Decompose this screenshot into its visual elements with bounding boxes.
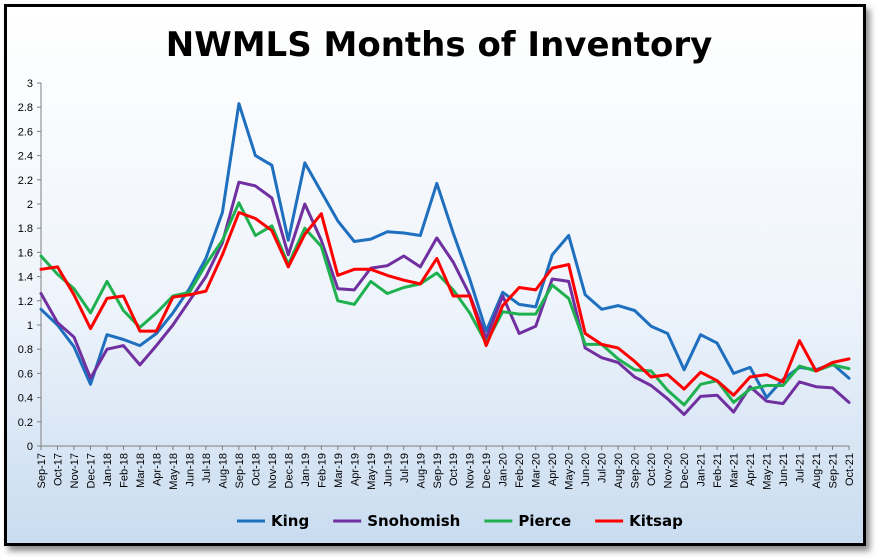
legend-label: Snohomish [367,512,460,530]
y-tick-label: 3 [27,78,33,90]
y-tick-label: 1.4 [18,272,33,284]
x-tick-label: Apr-20 [547,453,559,486]
x-tick-label: Jan-21 [696,453,708,487]
x-tick-label: Apr-21 [745,453,757,486]
legend-item-king: King [237,512,309,530]
x-tick-label: Feb-21 [712,453,724,488]
y-tick-labels: 0 0.2 0.4 0.6 0.8 1 1.2 1.4 1.6 1.8 2 2.2 2.4 2.6 2.8 3 [18,78,33,453]
y-tick-label: 0 [27,441,33,453]
axes [37,82,850,450]
x-tick-label: Dec-19 [481,453,493,488]
y-tick-label: 0.2 [18,417,33,429]
x-tick-label: Nov-19 [465,453,477,488]
y-tick-label: 1.8 [18,223,33,235]
x-tick-label: Dec-17 [85,453,97,488]
x-tick-label: Jun-20 [580,453,592,487]
x-tick-label: Nov-17 [69,453,81,488]
x-tick-label: Jun-19 [382,453,394,487]
line-chart: NWMLS Months of Inventory 0 0.2 0.4 0.6 0.8 1… [18,25,856,530]
series-line-pierce [39,201,851,407]
x-tick-label: Apr-18 [151,453,163,486]
x-tick-label: May-18 [168,453,180,490]
x-tick-label: Sep-17 [36,453,48,488]
x-tick-label: Jul-19 [399,453,411,483]
x-tick-label: Oct-20 [646,453,658,486]
x-tick-label: Jan-19 [300,453,312,487]
y-tick-label: 1.6 [18,247,33,259]
y-tick-label: 2.6 [18,126,33,138]
chart-title: NWMLS Months of Inventory [166,25,713,65]
series-line-kitsap [39,211,851,397]
legend: King Snohomish Pierce Kitsap [237,512,683,530]
legend-label: Pierce [518,512,571,530]
x-tick-label: Oct-17 [52,453,64,486]
x-tick-label: Mar-18 [135,453,147,488]
y-tick-label: 1 [27,320,33,332]
x-tick-label: Sep-20 [630,453,642,488]
x-tick-label: Jun-21 [778,453,790,487]
x-tick-label: May-21 [762,453,774,490]
x-tick-label: Aug-21 [811,453,823,488]
x-tick-label: Nov-20 [663,453,675,488]
legend-label: King [271,512,309,530]
x-tick-label: Dec-20 [679,453,691,488]
y-tick-label: 2 [27,199,33,211]
legend-item-pierce: Pierce [484,512,571,530]
x-tick-label: Mar-19 [333,453,345,488]
x-tick-label: Aug-18 [217,453,229,488]
y-tick-label: 2.4 [18,151,33,163]
x-tick-label: Oct-18 [250,453,262,486]
x-tick-label: Oct-19 [448,453,460,486]
x-tick-label: Jan-18 [102,453,114,487]
x-tick-label: Sep-21 [828,453,840,488]
x-tick-label: Aug-19 [415,453,427,488]
y-tick-label: 0.6 [18,368,33,380]
series-lines [39,102,851,416]
x-tick-label: Jan-20 [498,453,510,487]
series-line-king [39,102,851,400]
x-tick-label: Sep-19 [432,453,444,488]
x-tick-label: Aug-20 [613,453,625,488]
x-tick-label: Feb-18 [118,453,130,488]
x-tick-label: Jun-18 [184,453,196,487]
x-tick-label: Feb-19 [316,453,328,488]
x-tick-label: Jul-20 [597,453,609,483]
y-tick-label: 1.2 [18,296,33,308]
legend-item-kitsap: Kitsap [595,512,683,530]
x-tick-label: May-19 [366,453,378,490]
x-tick-label: Sep-18 [234,453,246,488]
x-tick-label: Dec-18 [283,453,295,488]
x-tick-label: Jul-18 [201,453,213,483]
series-line-snohomish [39,180,851,416]
y-tick-label: 0.4 [18,393,33,405]
chart-frame: NWMLS Months of Inventory 0 0.2 0.4 0.6 0.8 1… [4,4,866,546]
x-tick-label: Feb-20 [514,453,526,488]
x-tick-labels: Sep-17 Oct-17 Nov-17 Dec-17 Jan-18 Feb-18 Mar-… [36,453,856,490]
legend-item-snohomish: Snohomish [333,512,460,530]
x-tick-label: Nov-18 [267,453,279,488]
x-tick-label: Mar-21 [729,453,741,488]
x-tick-label: May-20 [564,453,576,490]
legend-label: Kitsap [629,512,683,530]
y-tick-label: 2.8 [18,102,33,114]
y-tick-label: 0.8 [18,344,33,356]
x-tick-label: Jul-21 [795,453,807,483]
y-tick-label: 2.2 [18,175,33,187]
x-tick-label: Mar-20 [531,453,543,488]
x-tick-label: Oct-21 [844,453,856,486]
x-tick-label: Apr-19 [349,453,361,486]
